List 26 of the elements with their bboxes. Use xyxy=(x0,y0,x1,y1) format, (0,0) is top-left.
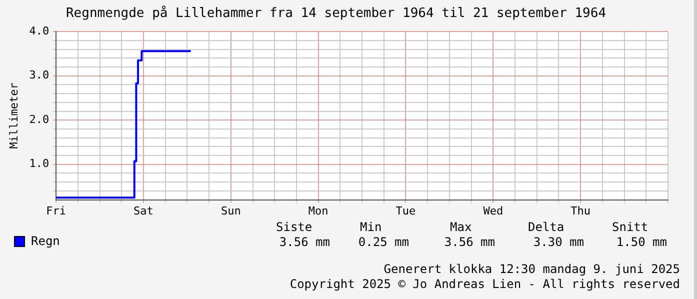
text: Max xyxy=(450,220,472,234)
y-tick-label: 2.0 xyxy=(29,112,50,126)
text: Generert klokka 12:30 mandag 9. juni 2025 xyxy=(384,262,680,276)
x-tick-label: Wed xyxy=(483,204,504,218)
y-tick-label: 3.0 xyxy=(29,68,50,82)
x-tick-label: Fri xyxy=(46,204,66,218)
x-tick-label: Sun xyxy=(220,204,241,218)
text: Copyright 2025 © Jo Andreas Lien - All rights reserved xyxy=(290,277,680,291)
x-tick-label: Sat xyxy=(134,204,154,218)
text: Min xyxy=(360,220,382,234)
x-tick-label: Mon xyxy=(308,204,328,218)
text: Delta xyxy=(528,220,564,234)
text: 3.56 mm xyxy=(279,235,330,249)
x-tick-label: Thu xyxy=(570,204,591,218)
text: Snitt xyxy=(612,220,648,234)
chart-title: Regnmengde på Lillehammer fra 14 september 1964 til 21 september 1964 xyxy=(66,5,606,22)
y-tick-label: 4.0 xyxy=(29,24,50,38)
x-tick-label: Tue xyxy=(396,204,416,218)
text: 0.25 mm xyxy=(358,235,409,249)
text: 3.30 mm xyxy=(533,235,584,249)
text: 1.50 mm xyxy=(616,235,667,249)
y-axis-title: Millimeter xyxy=(7,82,20,149)
text: 3.56 mm xyxy=(444,235,495,249)
legend-label: Regn xyxy=(31,234,60,248)
text: Siste xyxy=(276,220,312,234)
y-tick-label: 1.0 xyxy=(29,157,50,170)
